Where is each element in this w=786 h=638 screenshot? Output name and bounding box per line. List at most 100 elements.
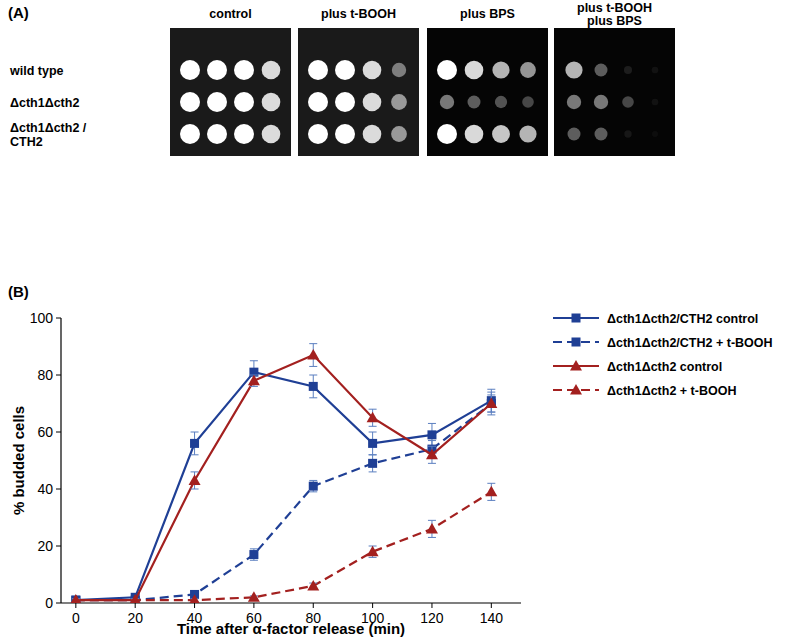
spot xyxy=(391,126,407,142)
point xyxy=(367,412,379,423)
spot xyxy=(519,125,536,142)
strain-label: CTH2 xyxy=(10,135,43,149)
spot xyxy=(437,124,457,144)
spot xyxy=(262,93,281,112)
spot xyxy=(465,61,484,80)
spot xyxy=(308,92,328,112)
y-axis xyxy=(60,318,61,603)
spot xyxy=(234,60,254,80)
spot xyxy=(363,125,382,144)
condition-label: plus t-BOOH xyxy=(577,1,652,15)
error-bar-cap xyxy=(191,489,199,490)
spot xyxy=(520,62,536,78)
point xyxy=(189,474,201,485)
series-line xyxy=(76,372,491,600)
error-bar-cap xyxy=(309,343,317,344)
spot xyxy=(363,93,382,112)
point xyxy=(485,398,497,409)
point xyxy=(70,594,82,603)
point xyxy=(248,375,260,386)
spot xyxy=(437,60,457,80)
spot xyxy=(652,67,659,74)
spot xyxy=(335,92,355,112)
spot xyxy=(207,60,227,80)
series-line xyxy=(76,404,491,601)
plate-image xyxy=(170,28,291,156)
y-tick-label: 40 xyxy=(37,481,53,497)
error-bar xyxy=(309,375,317,398)
point xyxy=(249,550,258,559)
legend-marker xyxy=(572,314,581,323)
error-bar-cap xyxy=(428,446,436,447)
x-axis-label: Time after α-factor release (min) xyxy=(177,620,405,637)
spot xyxy=(391,94,407,110)
spot xyxy=(308,124,328,144)
error-bar xyxy=(369,455,377,472)
spot xyxy=(622,96,634,108)
spot xyxy=(207,92,227,112)
spot xyxy=(363,61,382,80)
spot xyxy=(522,96,534,108)
legend-label: Δcth1Δcth2/CTH2 control xyxy=(607,312,758,326)
spot xyxy=(262,61,281,80)
x-tick xyxy=(372,603,373,608)
spot xyxy=(492,125,510,143)
x-tick-label: 20 xyxy=(127,610,143,626)
error-bar-cap xyxy=(428,537,436,538)
error-bar-cap xyxy=(369,557,377,558)
error-bar-cap xyxy=(309,491,317,492)
series xyxy=(71,395,495,603)
spot xyxy=(308,60,328,80)
spot xyxy=(595,128,608,141)
error-bar-cap xyxy=(487,483,495,484)
error-bar xyxy=(369,432,377,455)
x-tick-label: 140 xyxy=(480,610,504,626)
x-tick xyxy=(491,603,492,608)
spot xyxy=(180,124,200,144)
point xyxy=(307,580,319,591)
error-bar-cap xyxy=(191,471,199,472)
y-tick xyxy=(56,432,61,433)
condition-label: plus t-BOOH xyxy=(321,7,396,21)
point xyxy=(129,594,141,603)
point xyxy=(70,594,82,603)
y-tick xyxy=(56,603,61,604)
series-line xyxy=(76,355,491,600)
legend-label: Δcth1Δcth2/CTH2 + t-BOOH xyxy=(607,336,773,350)
spot xyxy=(234,92,254,112)
plate-image xyxy=(554,28,675,156)
y-tick-label: 80 xyxy=(37,367,53,383)
error-bar-cap xyxy=(309,375,317,376)
error-bar-cap xyxy=(309,480,317,481)
plate-image xyxy=(298,28,419,156)
error-bar-cap xyxy=(191,432,199,433)
error-bar-cap xyxy=(369,432,377,433)
point xyxy=(129,594,141,603)
y-tick xyxy=(56,546,61,547)
condition-label: plus BPS xyxy=(460,7,515,21)
error-bar-cap xyxy=(309,397,317,398)
spot xyxy=(207,124,227,144)
error-bar xyxy=(191,432,199,455)
panel-label: (B) xyxy=(8,283,29,300)
point xyxy=(368,439,377,448)
point xyxy=(309,482,318,491)
spot xyxy=(565,61,582,78)
error-bar-cap xyxy=(369,454,377,455)
point xyxy=(367,546,379,557)
y-tick-label: 60 xyxy=(37,424,53,440)
y-tick-label: 0 xyxy=(45,595,53,611)
x-tick-label: 120 xyxy=(420,610,444,626)
legend: Δcth1Δcth2/CTH2 control Δcth1Δcth2/CTH2 +… xyxy=(553,312,773,398)
spot xyxy=(262,125,281,144)
error-bar-cap xyxy=(250,386,258,387)
series xyxy=(70,483,497,603)
error-bar-cap xyxy=(428,440,436,441)
error-bar-cap xyxy=(487,389,495,390)
error-bar-cap xyxy=(428,463,436,464)
error-bar-cap xyxy=(428,520,436,521)
x-tick xyxy=(75,603,76,608)
series xyxy=(71,361,495,603)
x-tick xyxy=(431,603,432,608)
spot xyxy=(335,124,355,144)
